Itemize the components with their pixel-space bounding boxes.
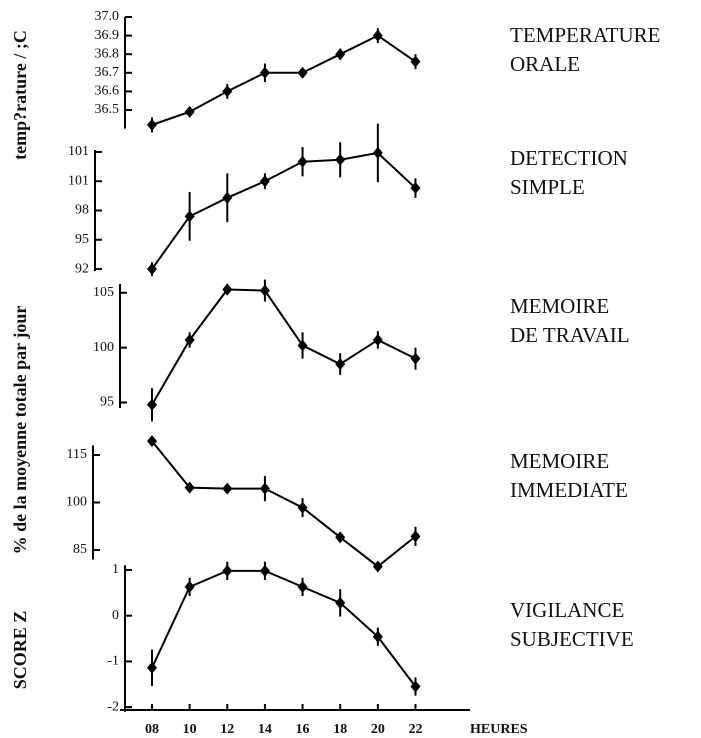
y-tick-label: 92 — [75, 261, 89, 276]
data-point — [146, 661, 157, 674]
series-line — [151, 569, 417, 688]
data-point — [335, 358, 346, 371]
data-point — [297, 339, 308, 352]
y-tick-label: 1 — [112, 562, 119, 577]
data-point — [259, 482, 270, 495]
y-axis-label: temp?rature / ;C — [10, 30, 30, 160]
y-tick-label: -2 — [107, 699, 119, 714]
data-point — [335, 596, 346, 609]
y-tick-label: 36.6 — [95, 84, 120, 99]
data-point — [259, 284, 270, 297]
data-point — [146, 263, 157, 276]
data-point — [259, 175, 270, 188]
panel-title: SUBJECTIVE — [510, 627, 634, 651]
data-point — [410, 55, 421, 68]
x-tick-label: 18 — [333, 722, 347, 737]
data-point — [184, 105, 195, 118]
x-tick-label: 22 — [408, 722, 422, 737]
data-point — [297, 66, 308, 79]
data-point — [297, 155, 308, 168]
series-line — [151, 34, 417, 126]
y-tick-label: 98 — [75, 203, 89, 218]
y-tick-label: 0 — [112, 608, 119, 623]
y-axis-label: SCORE Z — [10, 611, 30, 690]
data-point — [372, 29, 383, 42]
data-point — [372, 630, 383, 643]
y-tick-label: 101 — [68, 173, 89, 188]
data-point — [335, 531, 346, 544]
data-point — [222, 482, 233, 495]
y-tick-label: 115 — [67, 447, 87, 462]
panel-title: VIGILANCE — [510, 598, 624, 622]
data-point — [372, 333, 383, 346]
data-point — [222, 191, 233, 204]
data-point — [410, 352, 421, 365]
data-point — [146, 435, 157, 448]
y-tick-label: 36.5 — [95, 102, 120, 117]
y-tick-label: 95 — [100, 395, 114, 410]
data-point — [222, 564, 233, 577]
x-tick-label: 08 — [145, 722, 159, 737]
y-tick-label: -1 — [107, 654, 119, 669]
data-point — [146, 118, 157, 131]
y-tick-label: 85 — [73, 542, 87, 557]
panel-title: DE TRAVAIL — [510, 323, 630, 347]
data-point — [222, 85, 233, 98]
y-tick-label: 105 — [93, 285, 114, 300]
y-tick-label: 101 — [68, 144, 89, 159]
panel-title: MEMOIRE — [510, 449, 609, 473]
data-point — [184, 481, 195, 494]
data-point — [259, 564, 270, 577]
x-axis-label: HEURES — [470, 722, 528, 737]
panel-title: SIMPLE — [510, 175, 585, 199]
panel-title: MEMOIRE — [510, 294, 609, 318]
y-tick-label: 36.7 — [95, 65, 120, 80]
data-point — [410, 530, 421, 543]
data-point — [335, 153, 346, 166]
data-point — [146, 398, 157, 411]
data-point — [184, 210, 195, 223]
data-point — [297, 501, 308, 514]
y-tick-label: 36.8 — [95, 46, 120, 61]
y-tick-label: 36.9 — [95, 28, 120, 43]
x-tick-label: 16 — [296, 722, 310, 737]
x-tick-label: 12 — [220, 722, 234, 737]
data-point — [372, 146, 383, 159]
data-point — [410, 182, 421, 195]
panel-title: TEMPERATURE — [510, 23, 661, 47]
y-tick-label: 95 — [75, 232, 89, 247]
y-tick-label: 37.0 — [95, 9, 120, 24]
panel-title: ORALE — [510, 52, 580, 76]
y-axis-label: % de la moyenne totale par jour — [10, 306, 30, 555]
data-point — [184, 333, 195, 346]
panel-title: DETECTION — [510, 146, 628, 170]
series-line — [151, 288, 416, 406]
data-point — [184, 580, 195, 593]
x-tick-label: 10 — [183, 722, 197, 737]
x-tick-label: 14 — [258, 722, 272, 737]
series-line — [151, 151, 417, 270]
data-point — [259, 66, 270, 79]
data-point — [335, 48, 346, 61]
y-tick-label: 100 — [93, 340, 114, 355]
data-point — [410, 680, 421, 693]
data-point — [372, 560, 383, 573]
panel-title: IMMEDIATE — [510, 478, 628, 502]
y-tick-label: 100 — [66, 495, 87, 510]
data-point — [297, 580, 308, 593]
x-tick-label: 20 — [371, 722, 385, 737]
data-point — [222, 283, 233, 296]
series-line — [151, 440, 417, 568]
